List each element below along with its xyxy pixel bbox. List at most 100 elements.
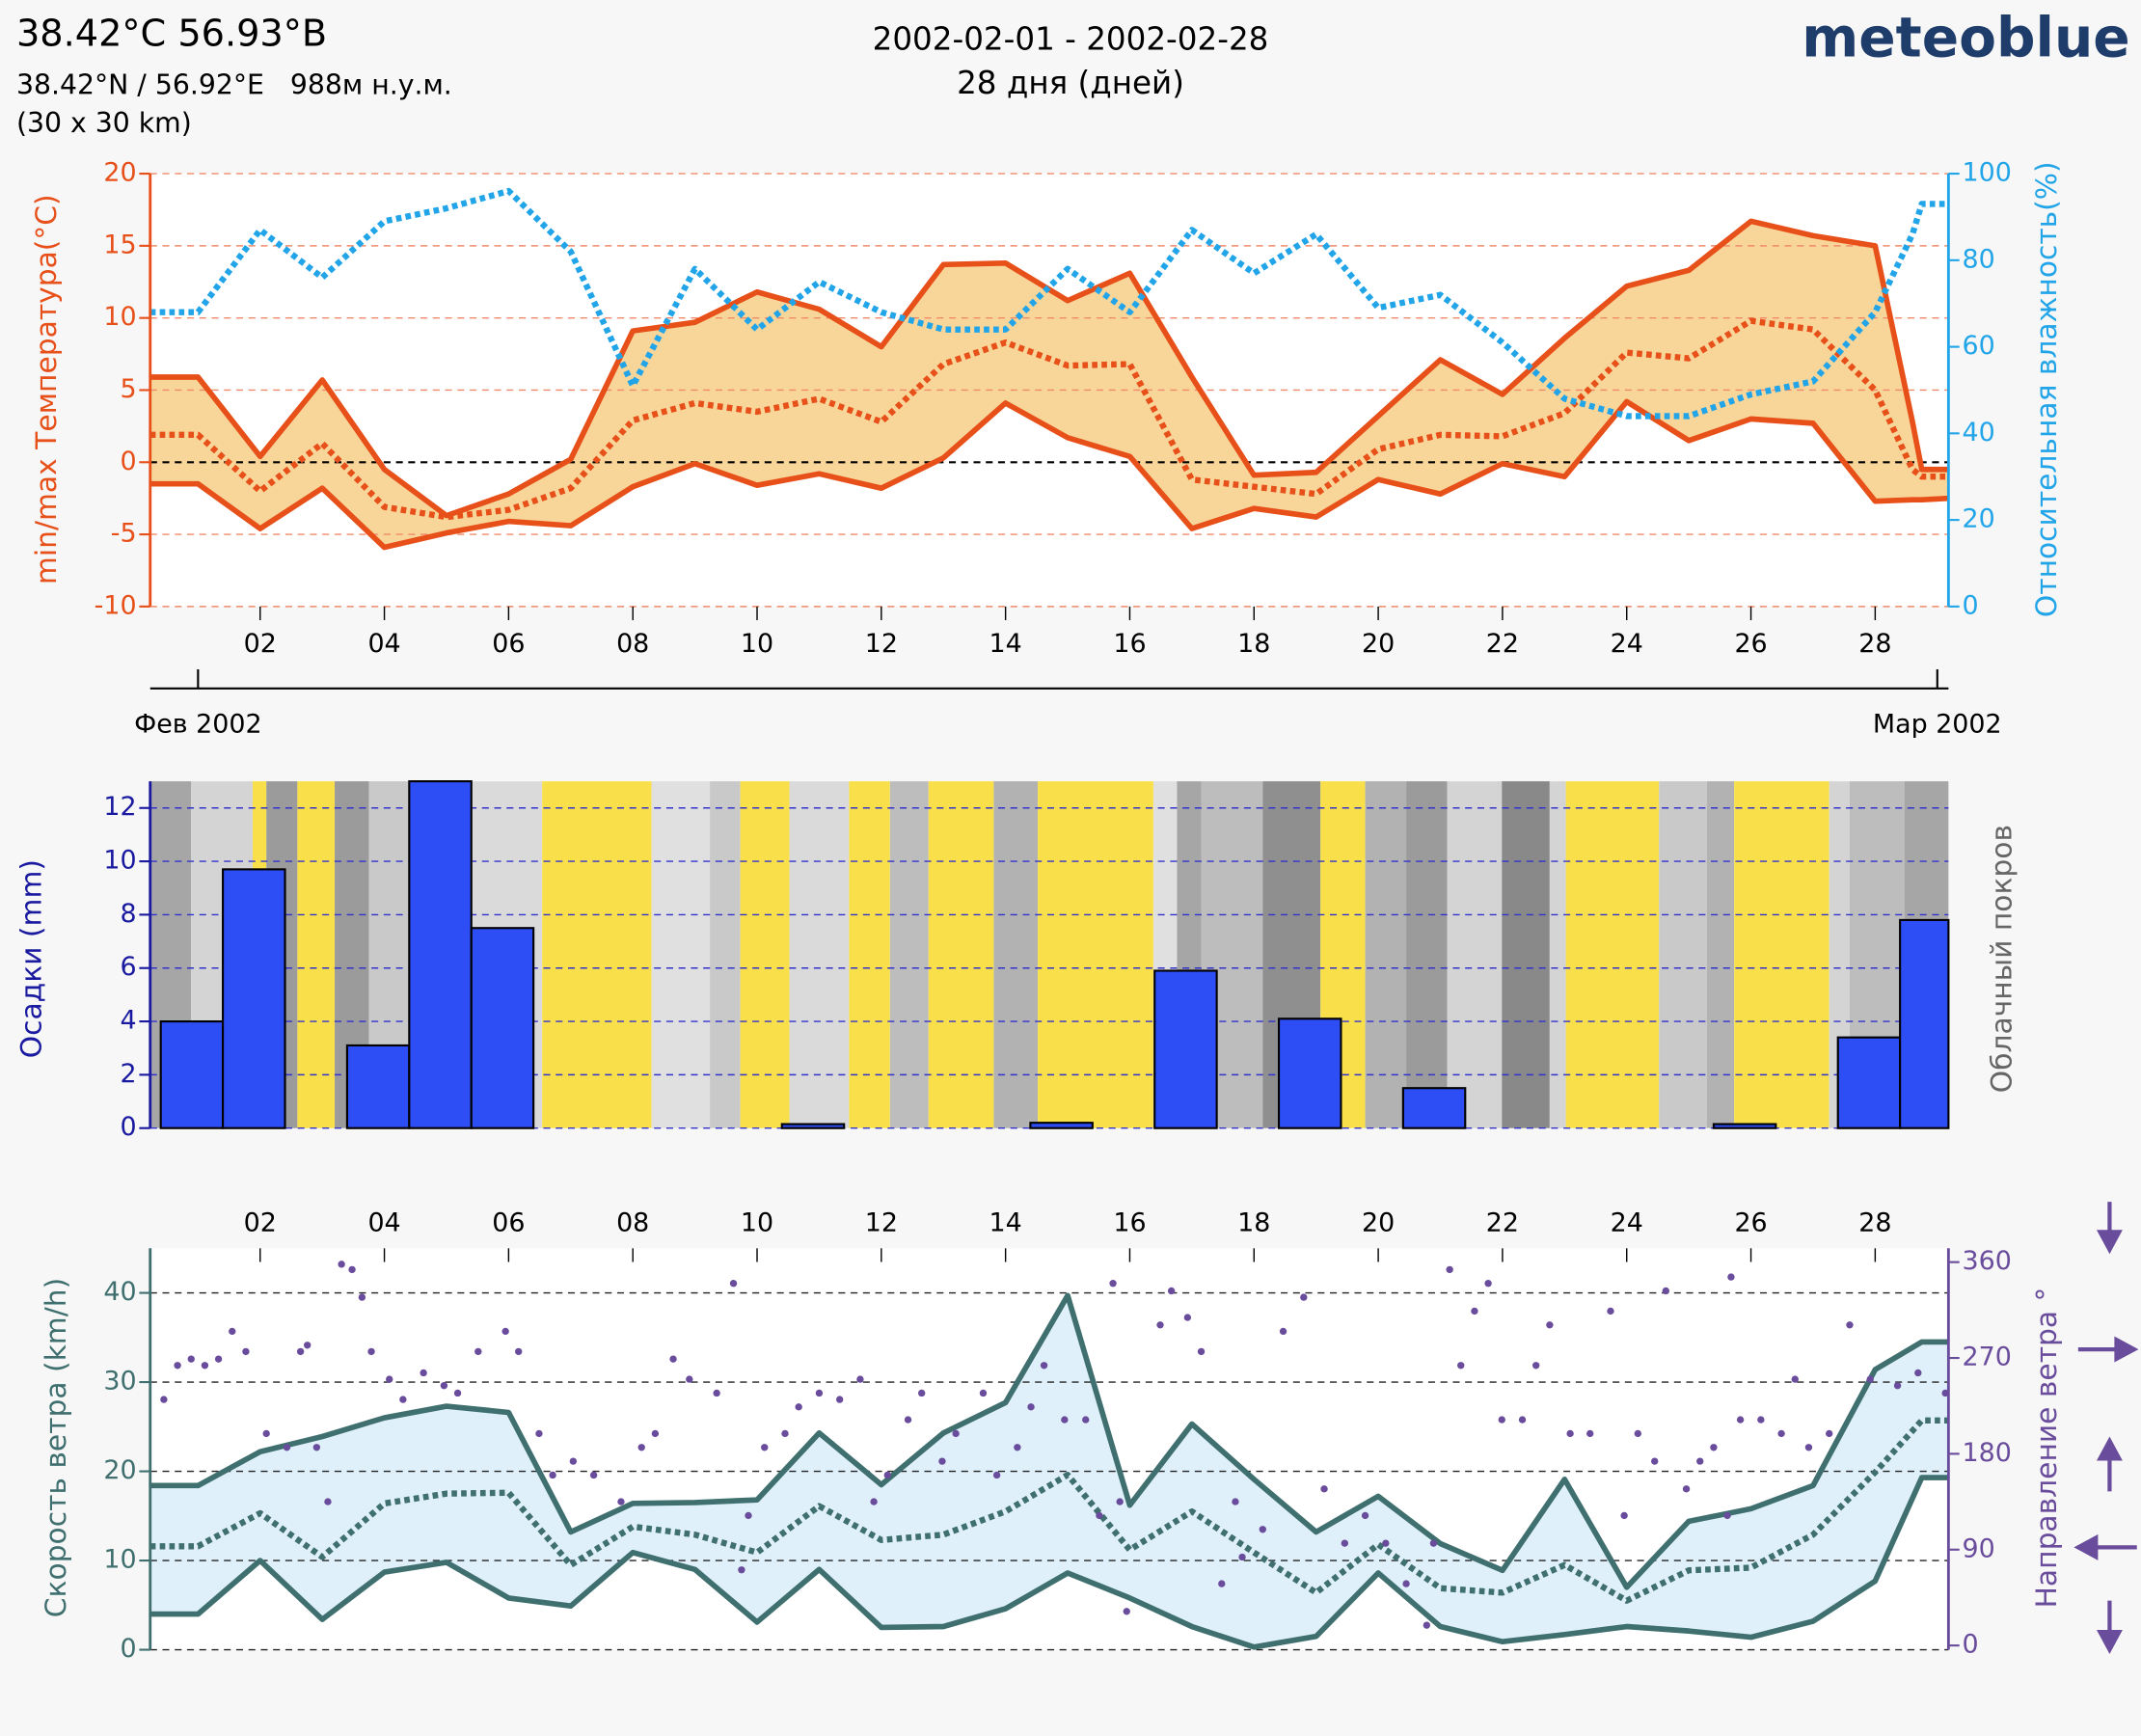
direction-dot [1109,1280,1117,1288]
x-tick-label: 28 [1858,629,1891,659]
bar [1899,918,1950,1129]
x-tick-label: 02 [244,629,277,659]
direction-dot [1429,1539,1438,1547]
y2-axis-label: Направление ветра ° [2030,1288,2064,1609]
direction-dot [262,1429,270,1438]
direction-dot [160,1396,168,1403]
y-tick-label: 20 [103,1455,136,1485]
direction-dot [938,1457,946,1465]
y2-tick-label: 360 [1963,1246,2012,1276]
direction-dot [1723,1511,1731,1520]
direction-dot [1279,1327,1287,1336]
direction-dot [1607,1307,1614,1316]
direction-dot [1866,1375,1874,1383]
days: 28 дня (дней) [957,65,1184,101]
direction-dot [904,1416,912,1424]
resolution: (30 x 30 km) [16,107,192,139]
y2-axis-label: Облачный покров [1986,825,2019,1093]
y-tick-label: 10 [103,302,136,332]
direction-dot [535,1429,543,1438]
y-tick-label: 20 [103,158,136,188]
bar [1277,1017,1342,1129]
x-tick-label: 16 [1113,1207,1146,1237]
y2-tick-label: 270 [1963,1343,2012,1372]
y-tick-label: 2 [120,1059,136,1089]
y-tick-label: 10 [103,1545,136,1575]
y-tick-label: 4 [120,1006,136,1036]
x-tick-label: 18 [1237,629,1270,659]
direction-dot [1382,1539,1390,1547]
direction-dot [1061,1416,1069,1424]
cloud-cover [1706,781,1735,1128]
x-tick-label: 22 [1486,629,1519,659]
y2-tick-label: 90 [1963,1533,1995,1563]
y-tick-label: -5 [111,519,137,549]
bar [345,1044,411,1129]
x-tick-label: 24 [1611,629,1643,659]
direction-dot [324,1498,332,1505]
bar [1153,969,1218,1129]
direction-dot [358,1293,366,1301]
direction-dot [187,1355,195,1363]
x-tick-label: 18 [1237,1207,1270,1237]
y2-tick-label: 0 [1963,1630,1979,1660]
direction-dot [174,1362,181,1370]
direction-dot [729,1280,738,1288]
x-tick-label: 14 [989,629,1022,659]
direction-dot [1238,1553,1246,1561]
x-tick-label: 06 [492,629,525,659]
month-label: Фев 2002 [134,710,262,740]
y-axis-label: Скорость ветра (km/h) [40,1278,73,1617]
bar [408,780,473,1129]
direction-dot [952,1429,960,1438]
y-tick-label: 6 [120,952,136,982]
direction-dot [501,1327,509,1336]
bar [780,1123,846,1129]
direction-dot [1471,1307,1478,1316]
y-tick-label: 0 [120,447,136,476]
direction-dot [815,1389,824,1397]
direction-dot [992,1471,1001,1479]
bar [222,868,286,1129]
direction-dot [1484,1280,1492,1288]
x-tick-label: 06 [492,1207,525,1237]
cloud-cover [1365,781,1407,1128]
cloud-cover [849,781,890,1128]
direction-dot [918,1389,926,1397]
direction-dot [1532,1362,1540,1370]
bar [159,1019,225,1129]
direction-dot [549,1471,556,1479]
bar [1836,1036,1902,1129]
x-tick-label: 28 [1858,1207,1891,1237]
y-axis-label: min/max Температура(°C) [30,194,64,584]
direction-dot [453,1389,462,1397]
direction-dot [569,1457,578,1465]
direction-dot [1423,1621,1431,1629]
y2-axis-label: Относительная влажность(%) [2030,161,2064,617]
x-tick-label: 24 [1611,1207,1643,1237]
direction-dot [1183,1314,1192,1321]
direction-dot [1082,1416,1090,1424]
cloud-cover [789,781,850,1128]
x-tick-label: 12 [865,629,898,659]
x-tick-label: 14 [989,1207,1022,1237]
bar [1401,1087,1467,1129]
direction-dot [440,1382,448,1390]
direction-dot [229,1327,236,1336]
bar [470,927,535,1129]
direction-dot [1341,1539,1348,1547]
direction-dot [1586,1429,1594,1438]
direction-dot [1727,1273,1735,1281]
y2-tick-label: 180 [1963,1438,2012,1468]
direction-dot [1156,1321,1164,1329]
x-tick-label: 08 [616,1207,649,1237]
direction-dot [1096,1511,1103,1520]
direction-dot [745,1511,752,1520]
x-tick-label: 10 [741,629,773,659]
y2-tick-label: 60 [1963,331,1995,361]
bar [1712,1123,1777,1129]
y-tick-label: 12 [103,792,136,822]
cloud-cover [928,781,994,1128]
cloud-cover [1447,781,1503,1128]
